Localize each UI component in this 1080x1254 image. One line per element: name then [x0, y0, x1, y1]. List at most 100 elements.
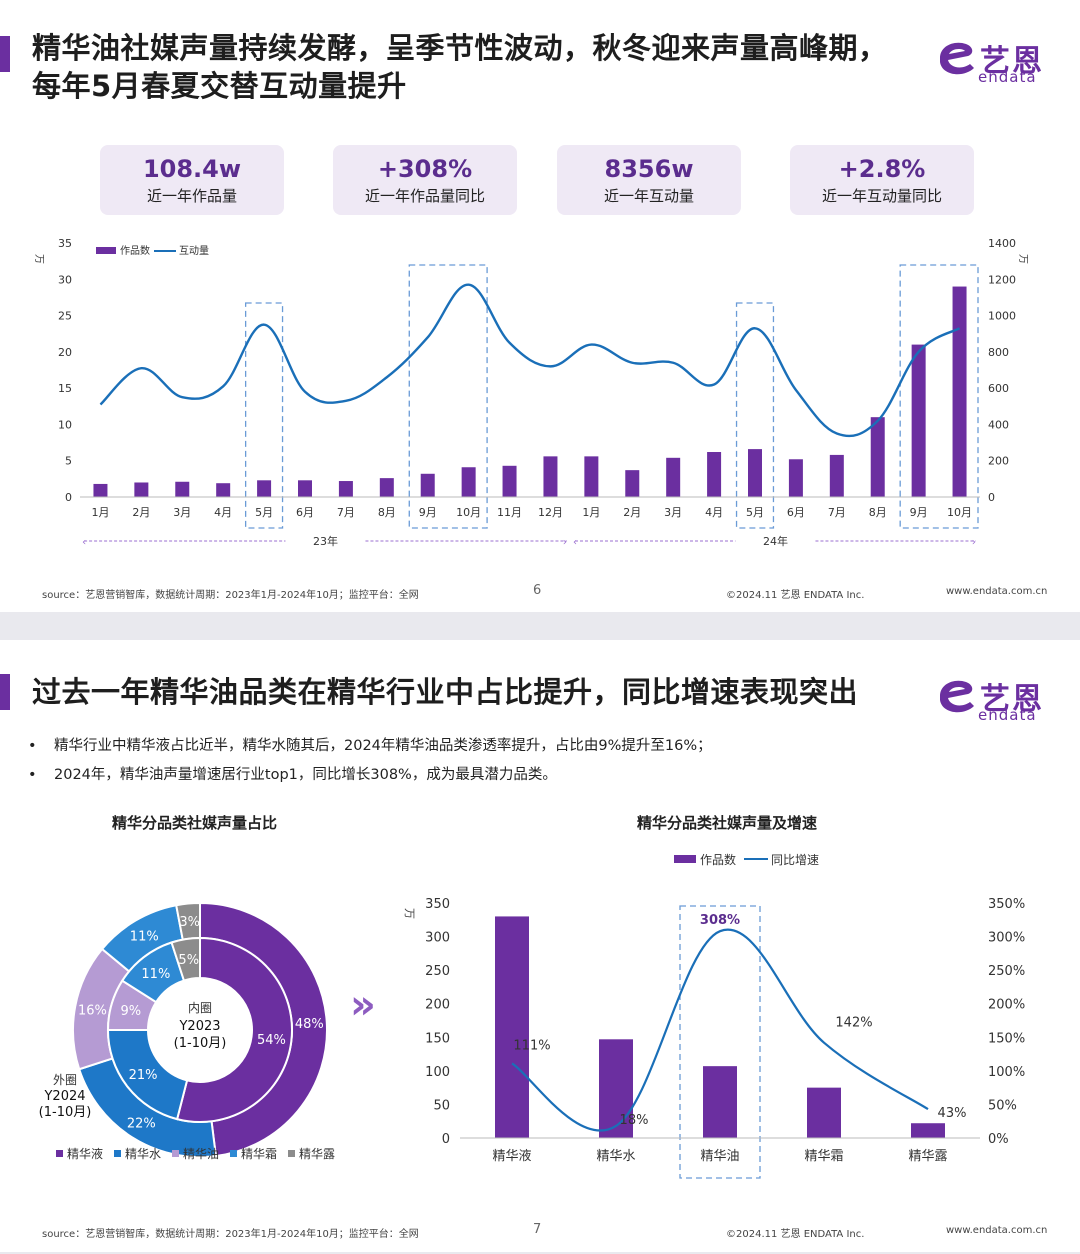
highlight-box — [408, 264, 488, 529]
y-right-tick: 50% — [988, 1098, 1017, 1113]
bar-works — [599, 1039, 633, 1138]
line-interactions — [99, 283, 961, 438]
bar-works — [93, 483, 108, 497]
x-tick-label: 精华霜 — [804, 1149, 843, 1164]
bar-works — [502, 465, 517, 497]
legend-label: 精华油 — [183, 1147, 219, 1161]
y-left-tick: 20 — [58, 346, 72, 359]
highlight-box — [899, 264, 979, 529]
bar-works — [788, 459, 803, 497]
legend-swatch-works — [96, 247, 116, 254]
legend-swatch — [230, 1150, 237, 1157]
page-title-line2: 每年5月春夏交替互动量提升 — [32, 69, 407, 103]
x-tick-label: 10月 — [947, 506, 972, 519]
logo-en-text: endata — [978, 68, 1037, 86]
y-left-tick: 100 — [425, 1065, 450, 1080]
y-right-tick: 0 — [988, 491, 995, 504]
bar-chart-title: 精华分品类社媒声量及增速 — [637, 814, 818, 832]
y-left-tick: 350 — [425, 897, 450, 912]
inner-ring-slice — [175, 936, 293, 1123]
slide-trend: 精华油社媒声量持续发酵，呈季节性波动，秋冬迎来声量高峰期， 每年5月春夏交替互动… — [0, 0, 1080, 612]
y-right-tick: 300% — [988, 931, 1025, 946]
y-right-tick: 350% — [988, 897, 1025, 912]
y-left-tick: 0 — [442, 1132, 450, 1147]
kpi-card-works: 108.4w 近一年作品量 — [100, 145, 284, 215]
bar-works — [911, 344, 926, 497]
data-label-growth: 111% — [513, 1038, 550, 1053]
logo-cn-text: 艺恩 — [980, 44, 1044, 79]
page-title: 过去一年精华油品类在精华行业中占比提升，同比增速表现突出 — [32, 675, 859, 709]
year-bracket-arrow: › — [972, 537, 976, 548]
y-right-tick: 1200 — [988, 273, 1016, 286]
endata-logo: 艺恩 endata — [934, 38, 1046, 86]
y-left-tick: 250 — [425, 964, 450, 979]
bar-works — [461, 467, 476, 497]
bar-works — [216, 483, 231, 497]
inner-ring-slice-label: 21% — [129, 1068, 158, 1083]
y-right-unit: 万 — [1017, 254, 1028, 264]
x-tick-label: 6月 — [296, 506, 314, 519]
legend-label: 精华水 — [125, 1147, 161, 1161]
x-tick-label: 精华油 — [700, 1149, 739, 1164]
kpi-value: 8356w — [604, 155, 694, 183]
y-right-tick: 1000 — [988, 310, 1016, 323]
x-tick-label: 精华液 — [492, 1149, 531, 1164]
bar-works — [666, 457, 681, 497]
x-tick-label: 7月 — [828, 506, 846, 519]
outer-ring-slice-label: 22% — [127, 1116, 156, 1131]
legend-label: 精华霜 — [241, 1147, 277, 1161]
bar-works — [703, 1066, 737, 1138]
y-left-tick: 150 — [425, 1031, 450, 1046]
footer-website: www.endata.com.cn — [946, 1225, 1048, 1236]
x-tick-label: 3月 — [173, 506, 191, 519]
x-tick-label: 2月 — [623, 506, 641, 519]
page-number: 6 — [533, 583, 542, 598]
footer-website: www.endata.com.cn — [946, 586, 1048, 597]
highlight-box — [679, 905, 761, 1179]
bullet-text: 2024年，精华油声量增速居行业top1，同比增长308%，成为最具潜力品类。 — [54, 767, 557, 783]
y-left-tick: 300 — [425, 931, 450, 946]
y-left-tick: 30 — [58, 273, 72, 286]
footer-source: source：艺恩营销智库，数据统计周期：2023年1月-2024年10月；监控… — [42, 590, 419, 601]
year-bracket-arrow: ‹ — [573, 537, 577, 548]
kpi-card-interactions-yoy: +2.8% 近一年互动量同比 — [790, 145, 974, 215]
legend-label: 精华液 — [67, 1146, 103, 1161]
year-bracket-arrow: ‹ — [82, 537, 86, 548]
kpi-value: 108.4w — [142, 155, 242, 183]
y-right-tick: 600 — [988, 382, 1009, 395]
kpi-label: 近一年互动量同比 — [821, 187, 942, 205]
highlight-box — [244, 302, 284, 529]
legend-swatch — [114, 1150, 121, 1157]
bar-works — [829, 454, 844, 497]
logo-icon — [940, 42, 974, 75]
legend-label-works: 作品数 — [700, 852, 736, 867]
data-label-growth: 308% — [700, 913, 740, 928]
legend-label-interactions: 互动量 — [179, 245, 209, 257]
bar-works — [911, 1123, 945, 1138]
bar-works — [257, 480, 272, 497]
legend-swatch — [172, 1150, 179, 1157]
x-tick-label: 4月 — [705, 506, 723, 519]
x-tick-label: 精华露 — [908, 1149, 947, 1164]
x-tick-label: 1月 — [91, 506, 109, 519]
y-left-tick: 0 — [65, 491, 72, 504]
inner-ring-slice — [170, 936, 201, 982]
x-tick-label: 精华水 — [596, 1149, 635, 1164]
inner-ring-slice-label: 5% — [178, 953, 199, 968]
donut-chart: 48% 22% 16% 11% 3% 54% 21% 9% 11% 5% 内圈 Y2023 (1-10月… — [39, 901, 335, 1161]
y-right-tick: 200% — [988, 998, 1025, 1013]
kpi-label: 近一年互动量 — [603, 187, 694, 205]
bullet-list: • 精华行业中精华液占比近半，精华水随其后，2024年精华油品类渗透率提升，占比由… — [28, 732, 712, 790]
x-tick-label: 11月 — [497, 506, 522, 519]
y-left-tick: 25 — [58, 310, 72, 323]
y-left-unit: 万 — [403, 908, 416, 919]
page-number: 7 — [533, 1222, 542, 1237]
highlight-box — [735, 302, 775, 529]
kpi-card-interactions: 8356w 近一年互动量 — [557, 145, 741, 215]
outer-ring-slice-label: 11% — [130, 930, 159, 945]
y-right-tick: 0% — [988, 1132, 1009, 1147]
legend-label-works: 作品数 — [120, 244, 150, 257]
bullet-item: • 2024年，精华油声量增速居行业top1，同比增长308%，成为最具潜力品类。 — [28, 761, 712, 790]
year-bracket-arrow: › — [563, 537, 567, 548]
